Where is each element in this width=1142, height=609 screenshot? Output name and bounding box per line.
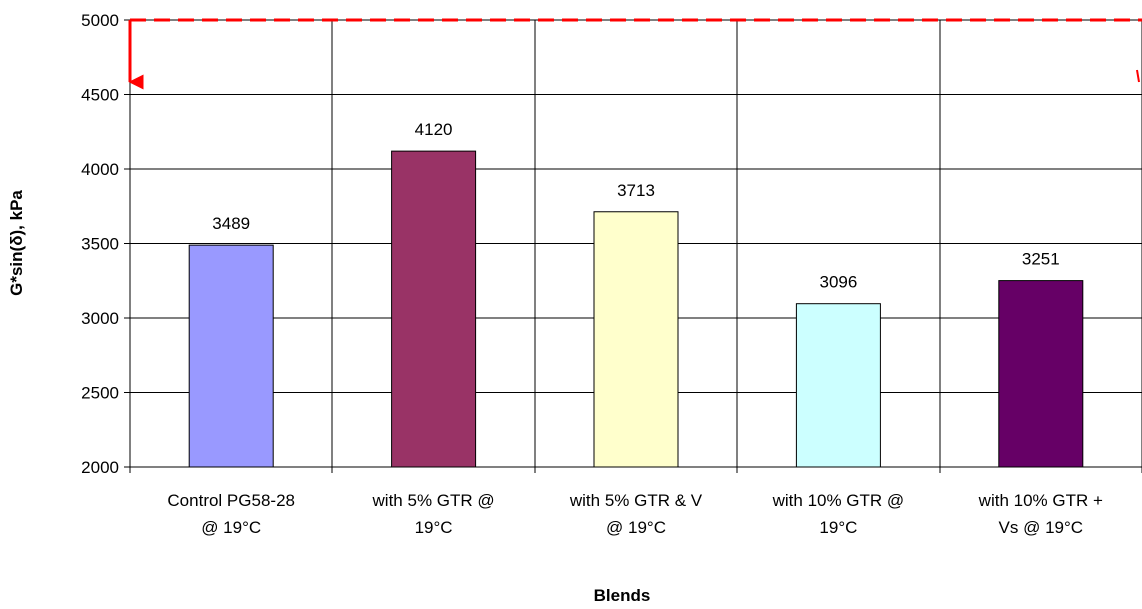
y-tick-label: 5000: [81, 11, 119, 30]
x-tick-label: @ 19°C: [606, 518, 666, 537]
x-axis-title: Blends: [594, 586, 651, 605]
x-tick-label: with 5% GTR @: [372, 491, 495, 510]
y-tick-labels: 2000 2500 3000 3500 4000 4500 5000: [81, 11, 119, 477]
y-axis-title: G*sin(δ), kPa: [7, 190, 26, 296]
y-tick-label: 2500: [81, 384, 119, 403]
bar: [188, 244, 274, 468]
reference-line-group: [128, 18, 1142, 90]
axes: [124, 19, 1142, 473]
x-tick-label: Control PG58-28: [167, 491, 295, 510]
x-tick-label: with 10% GTR @: [772, 491, 905, 510]
x-tick-label: Vs @ 19°C: [999, 518, 1084, 537]
x-tick-label: 19°C: [819, 518, 857, 537]
bar: [391, 150, 477, 468]
bar: [998, 280, 1084, 468]
data-labels: 3489 4120 3713 3096 3251: [212, 120, 1059, 292]
x-tick-label: @ 19°C: [201, 518, 261, 537]
x-tick-label: with 5% GTR & V: [569, 491, 703, 510]
x-tick-label: with 10% GTR +: [978, 491, 1103, 510]
y-tick-label: 4000: [81, 160, 119, 179]
bar: [795, 303, 881, 468]
data-label: 3251: [1022, 250, 1060, 269]
y-tick-label: 2000: [81, 458, 119, 477]
y-tick-label: 3500: [81, 235, 119, 254]
reference-arrow-right: [1136, 69, 1140, 83]
bar: [593, 211, 679, 468]
data-label: 3713: [617, 181, 655, 200]
data-label: 3096: [819, 273, 857, 292]
data-label: 3489: [212, 214, 250, 233]
y-tick-label: 3000: [81, 309, 119, 328]
x-tick-labels: Control PG58-28 @ 19°C with 5% GTR @ 19°C wi…: [167, 491, 1103, 537]
bars: [188, 150, 1084, 468]
x-tick-label: 19°C: [415, 518, 453, 537]
y-tick-label: 4500: [81, 86, 119, 105]
data-label: 4120: [415, 120, 453, 139]
